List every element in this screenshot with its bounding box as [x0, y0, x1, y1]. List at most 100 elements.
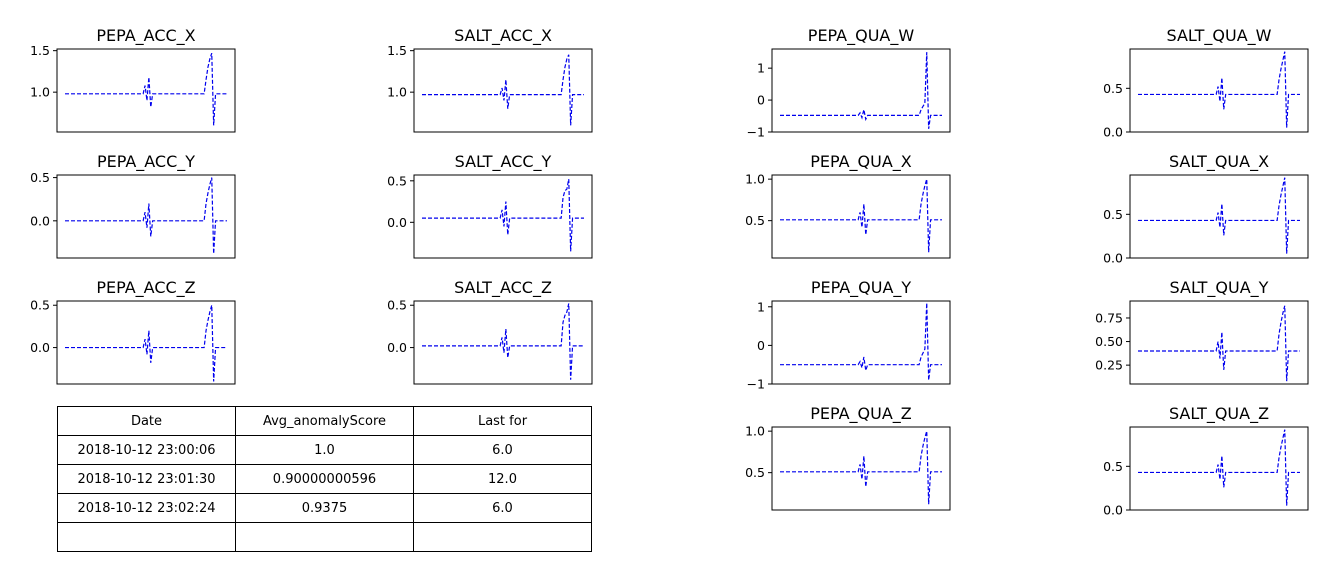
- plot-frame: [771, 426, 951, 511]
- plot-frame: [771, 300, 951, 385]
- plot-title: PEPA_QUA_X: [810, 152, 912, 172]
- table-cell-last-for: 6.0: [413, 493, 592, 523]
- plot-frame: [1129, 426, 1309, 511]
- plot-title: SALT_ACC_Z: [454, 278, 552, 298]
- y-tick-label: 0.0: [1103, 125, 1123, 140]
- plot-title: PEPA_ACC_Y: [97, 152, 195, 172]
- plot-title: PEPA_QUA_Y: [811, 278, 912, 298]
- y-tick-label: 0.5: [1103, 459, 1123, 474]
- table-cell-score: 0.9375: [235, 493, 414, 523]
- y-tick-label: 0.0: [1103, 503, 1123, 518]
- y-tick-label: 1.0: [745, 424, 765, 439]
- series-line: [1138, 429, 1300, 506]
- plot-title: SALT_ACC_X: [454, 26, 552, 46]
- series-line: [65, 52, 227, 126]
- y-tick-label: 0: [757, 338, 765, 353]
- y-tick-label: 1.0: [745, 172, 765, 187]
- series-line: [422, 179, 584, 252]
- table-row-empty: [57, 522, 592, 552]
- table-header-avg-anomaly-score: Avg_anomalyScore: [235, 406, 414, 436]
- y-tick-label: 0.5: [30, 170, 50, 185]
- y-tick-label: 0.5: [387, 298, 407, 313]
- plot-frame: [771, 174, 951, 259]
- plot-pepa-qua-y: PEPA_QUA_Y −1 0 1: [747, 278, 951, 392]
- table-row: 2018-10-12 23:00:06 1.0 6.0: [57, 435, 592, 465]
- plot-salt-qua-z: SALT_QUA_Z 0.0 0.5: [1103, 404, 1309, 518]
- plot-pepa-acc-y: PEPA_ACC_Y 0.0 0.5: [30, 152, 236, 259]
- y-tick-label: 0.0: [387, 340, 407, 355]
- table-cell-last-for: [413, 522, 592, 552]
- plot-frame: [56, 48, 236, 133]
- y-tick-label: 0.25: [1095, 358, 1123, 373]
- y-tick-label: 1: [757, 299, 765, 314]
- table-cell-score: 0.90000000596: [235, 464, 414, 494]
- y-tick-label: 0.5: [1103, 81, 1123, 96]
- plot-frame: [1129, 48, 1309, 133]
- plot-salt-acc-x: SALT_ACC_X 1.0 1.5: [387, 26, 593, 133]
- table-header-last-for: Last for: [413, 406, 592, 436]
- y-tick-label: 0.75: [1095, 310, 1123, 325]
- series-line: [1138, 51, 1300, 128]
- plot-title: SALT_QUA_Y: [1170, 278, 1269, 298]
- y-tick-label: 1.0: [30, 85, 50, 100]
- table-cell-date: 2018-10-12 23:00:06: [57, 435, 236, 465]
- anomaly-table: Date Avg_anomalyScore Last for 2018-10-1…: [57, 406, 592, 552]
- plot-pepa-qua-z: PEPA_QUA_Z 0.5 1.0: [745, 404, 951, 511]
- series-line: [1138, 177, 1300, 254]
- series-line: [65, 177, 227, 254]
- y-tick-label: 0.0: [30, 340, 50, 355]
- plot-salt-qua-y: SALT_QUA_Y 0.25 0.50 0.75: [1095, 278, 1309, 385]
- series-line: [780, 178, 942, 253]
- plot-title: SALT_ACC_Y: [455, 152, 552, 172]
- plot-pepa-acc-x: PEPA_ACC_X 1.0 1.5: [30, 26, 236, 133]
- plot-salt-acc-z: SALT_ACC_Z 0.0 0.5: [387, 278, 593, 385]
- y-tick-label: 0.5: [1103, 207, 1123, 222]
- y-tick-label: 0.50: [1095, 334, 1123, 349]
- y-tick-label: 0.0: [387, 215, 407, 230]
- table-cell-last-for: 6.0: [413, 435, 592, 465]
- plot-pepa-acc-z: PEPA_ACC_Z 0.0 0.5: [30, 278, 236, 385]
- plot-frame: [1129, 300, 1309, 385]
- plot-salt-qua-x: SALT_QUA_X 0.0 0.5: [1103, 152, 1309, 266]
- series-line: [422, 54, 584, 126]
- plot-title: SALT_QUA_Z: [1169, 404, 1269, 424]
- y-tick-label: 1.5: [387, 43, 407, 58]
- series-line: [780, 430, 942, 505]
- y-tick-label: 0: [757, 93, 765, 108]
- y-tick-label: 0.0: [30, 213, 50, 228]
- plot-salt-qua-w: SALT_QUA_W 0.0 0.5: [1103, 26, 1309, 140]
- plot-frame: [56, 174, 236, 259]
- plot-frame: [413, 48, 593, 133]
- plot-frame: [771, 48, 951, 133]
- y-tick-label: 1.5: [30, 43, 50, 58]
- series-line: [1138, 305, 1300, 382]
- plot-frame: [413, 174, 593, 259]
- series-line: [65, 305, 227, 382]
- y-tick-label: 0.5: [387, 173, 407, 188]
- plot-title: PEPA_ACC_Z: [96, 278, 195, 298]
- table-cell-date: 2018-10-12 23:01:30: [57, 464, 236, 494]
- y-tick-label: 1: [757, 61, 765, 76]
- plot-title: SALT_QUA_W: [1167, 26, 1272, 46]
- table-cell-last-for: 12.0: [413, 464, 592, 494]
- plot-frame: [56, 300, 236, 385]
- plot-frame: [413, 300, 593, 385]
- table-cell-score: 1.0: [235, 435, 414, 465]
- table-cell-date: [57, 522, 236, 552]
- series-line: [780, 302, 942, 381]
- table-row: 2018-10-12 23:01:30 0.90000000596 12.0: [57, 464, 592, 494]
- series-line: [780, 52, 942, 129]
- table-header-row: Date Avg_anomalyScore Last for: [57, 406, 592, 436]
- plot-title: SALT_QUA_X: [1169, 152, 1269, 172]
- y-tick-label: 1.0: [387, 85, 407, 100]
- table-row: 2018-10-12 23:02:24 0.9375 6.0: [57, 493, 592, 523]
- y-tick-label: 0.0: [1103, 251, 1123, 266]
- plot-pepa-qua-w: PEPA_QUA_W −1 0 1: [747, 26, 951, 140]
- plot-salt-acc-y: SALT_ACC_Y 0.0 0.5: [387, 152, 593, 259]
- plot-pepa-qua-x: PEPA_QUA_X 0.5 1.0: [745, 152, 951, 259]
- y-tick-label: −1: [747, 377, 765, 392]
- table-header-date: Date: [57, 406, 236, 436]
- series-line: [422, 303, 584, 380]
- y-tick-label: 0.5: [30, 298, 50, 313]
